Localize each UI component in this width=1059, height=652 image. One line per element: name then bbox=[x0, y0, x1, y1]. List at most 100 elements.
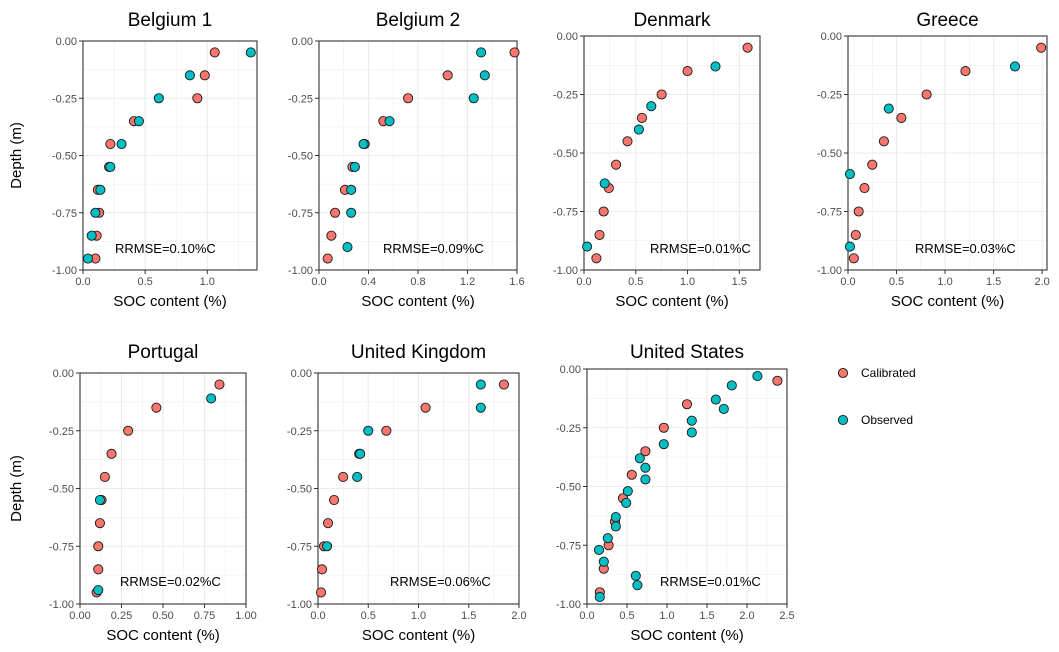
x-tick-label: 1.5 bbox=[461, 610, 476, 622]
x-tick-label: 0.4 bbox=[361, 276, 376, 288]
y-tick-label: -0.75 bbox=[287, 541, 312, 553]
observed-point bbox=[95, 184, 106, 195]
panel-title: United States bbox=[630, 342, 744, 363]
observed-point bbox=[658, 439, 669, 450]
observed-point bbox=[710, 394, 721, 405]
panel-title: Denmark bbox=[633, 10, 711, 31]
observed-point bbox=[86, 230, 97, 241]
observed-point bbox=[686, 415, 697, 426]
rrmse-annotation: RRMSE=0.02%C bbox=[120, 574, 221, 589]
y-tick-label: 0.00 bbox=[821, 31, 842, 43]
observed-point bbox=[610, 512, 621, 523]
x-axis-label: SOC content (%) bbox=[630, 627, 743, 644]
observed-point bbox=[634, 453, 645, 464]
x-axis-label: SOC content (%) bbox=[113, 293, 226, 310]
calibrated-point bbox=[99, 471, 110, 483]
observed-point bbox=[602, 533, 613, 544]
calibrated-point bbox=[199, 70, 210, 81]
x-tick-label: 2.0 bbox=[511, 610, 526, 622]
rrmse-annotation: RRMSE=0.09%C bbox=[383, 241, 484, 256]
calibrated-point bbox=[322, 518, 334, 529]
y-axis-label: Depth (m) bbox=[8, 455, 25, 522]
y-tick-label: -1.00 bbox=[49, 599, 74, 611]
panel-portugal: 0.00 0.25 0.50 0.75 1.00 0.00 -0.25 -0.50 -0.75 -… bbox=[8, 342, 257, 644]
observed-point bbox=[468, 93, 479, 104]
observed-point bbox=[610, 521, 621, 532]
observed-point bbox=[133, 116, 144, 127]
observed-legend-label: Observed bbox=[861, 413, 913, 427]
x-tick-label: 1.0 bbox=[680, 276, 695, 288]
calibrated-point bbox=[151, 402, 162, 413]
calibrated-point bbox=[403, 93, 414, 104]
observed-point bbox=[358, 138, 369, 150]
y-tick-label: -0.50 bbox=[288, 151, 313, 163]
panel-title: United Kingdom bbox=[351, 342, 486, 363]
y-tick-label: -0.75 bbox=[556, 540, 581, 552]
panel-title: Belgium 2 bbox=[376, 10, 461, 31]
calibrated-point bbox=[93, 564, 104, 575]
observed-point bbox=[718, 403, 729, 415]
y-tick-label: -0.50 bbox=[556, 482, 581, 494]
calibrated-point bbox=[921, 89, 932, 100]
y-tick-label: -0.50 bbox=[817, 148, 842, 160]
calibrated-point bbox=[93, 541, 104, 552]
y-tick-label: -0.50 bbox=[553, 148, 578, 160]
calibrated-point bbox=[1036, 42, 1047, 53]
observed-point bbox=[105, 161, 116, 172]
calibrated-point bbox=[896, 112, 907, 123]
calibrated-point bbox=[214, 379, 225, 390]
x-tick-label: 2.5 bbox=[779, 610, 794, 622]
y-tick-label: -1.00 bbox=[52, 265, 77, 277]
panel-denmark: 0.0 0.5 1.0 1.5 0.00 -0.25 -0.50 -0.75 -1.00 Denm… bbox=[553, 10, 761, 310]
x-axis-label: SOC content (%) bbox=[615, 293, 728, 310]
y-tick-label: -0.25 bbox=[287, 426, 312, 438]
panel-united-states: 0.0 0.5 1.0 1.5 2.0 2.5 0.00 -0.25 -0.50 -0.75 -1.… bbox=[556, 342, 795, 644]
rrmse-annotation: RRMSE=0.03%C bbox=[915, 241, 1016, 256]
observed-point bbox=[153, 93, 164, 104]
x-tick-label: 0.0 bbox=[576, 276, 591, 288]
observed-point bbox=[206, 393, 217, 404]
observed-point bbox=[594, 591, 605, 603]
calibrated-point bbox=[626, 469, 637, 480]
y-tick-label: -0.25 bbox=[52, 93, 77, 105]
observed-point bbox=[630, 570, 641, 581]
x-tick-label: 0.0 bbox=[310, 610, 325, 622]
x-tick-label: 1.6 bbox=[509, 276, 524, 288]
observed-point bbox=[346, 207, 357, 218]
observed-point bbox=[710, 61, 721, 72]
x-tick-label: 0.25 bbox=[111, 610, 132, 622]
observed-point bbox=[844, 169, 855, 180]
y-tick-label: -0.25 bbox=[553, 90, 578, 102]
panel-greece: 0.0 0.5 1.0 1.5 2.0 0.00 -0.25 -0.50 -0.75 -1.00 G… bbox=[817, 10, 1050, 310]
x-tick-label: 0.0 bbox=[579, 610, 594, 622]
x-tick-label: 0.0 bbox=[75, 276, 90, 288]
x-tick-label: 0.5 bbox=[361, 610, 376, 622]
x-tick-label: 1.5 bbox=[699, 610, 714, 622]
y-tick-label: 0.00 bbox=[560, 364, 581, 376]
observed-point bbox=[384, 116, 395, 127]
observed-point bbox=[475, 379, 486, 390]
x-axis-label: SOC content (%) bbox=[362, 627, 475, 644]
panel-belgium-1: 0.0 0.5 1.0 0.00 -0.25 -0.50 -0.75 -1.00 Belgium… bbox=[8, 10, 258, 310]
observed-legend-key bbox=[837, 414, 849, 426]
x-tick-label: 0.0 bbox=[311, 276, 326, 288]
x-tick-label: 0.5 bbox=[628, 276, 643, 288]
observed-point bbox=[184, 70, 195, 81]
calibrated-point bbox=[105, 138, 116, 150]
calibrated-point bbox=[330, 207, 341, 218]
observed-point bbox=[475, 402, 486, 413]
x-tick-label: 0.5 bbox=[137, 276, 152, 288]
observed-point bbox=[116, 138, 127, 150]
observed-point bbox=[844, 241, 855, 252]
y-tick-label: -0.75 bbox=[553, 207, 578, 219]
y-tick-label: -1.00 bbox=[553, 265, 578, 277]
calibrated-point bbox=[636, 112, 648, 123]
calibrated-point bbox=[420, 402, 431, 413]
panel-title: Belgium 1 bbox=[128, 10, 213, 31]
calibrated-point bbox=[381, 425, 392, 436]
observed-point bbox=[90, 207, 101, 218]
y-tick-label: -1.00 bbox=[556, 599, 581, 611]
y-tick-label: -0.50 bbox=[287, 484, 312, 496]
observed-point bbox=[686, 427, 697, 438]
